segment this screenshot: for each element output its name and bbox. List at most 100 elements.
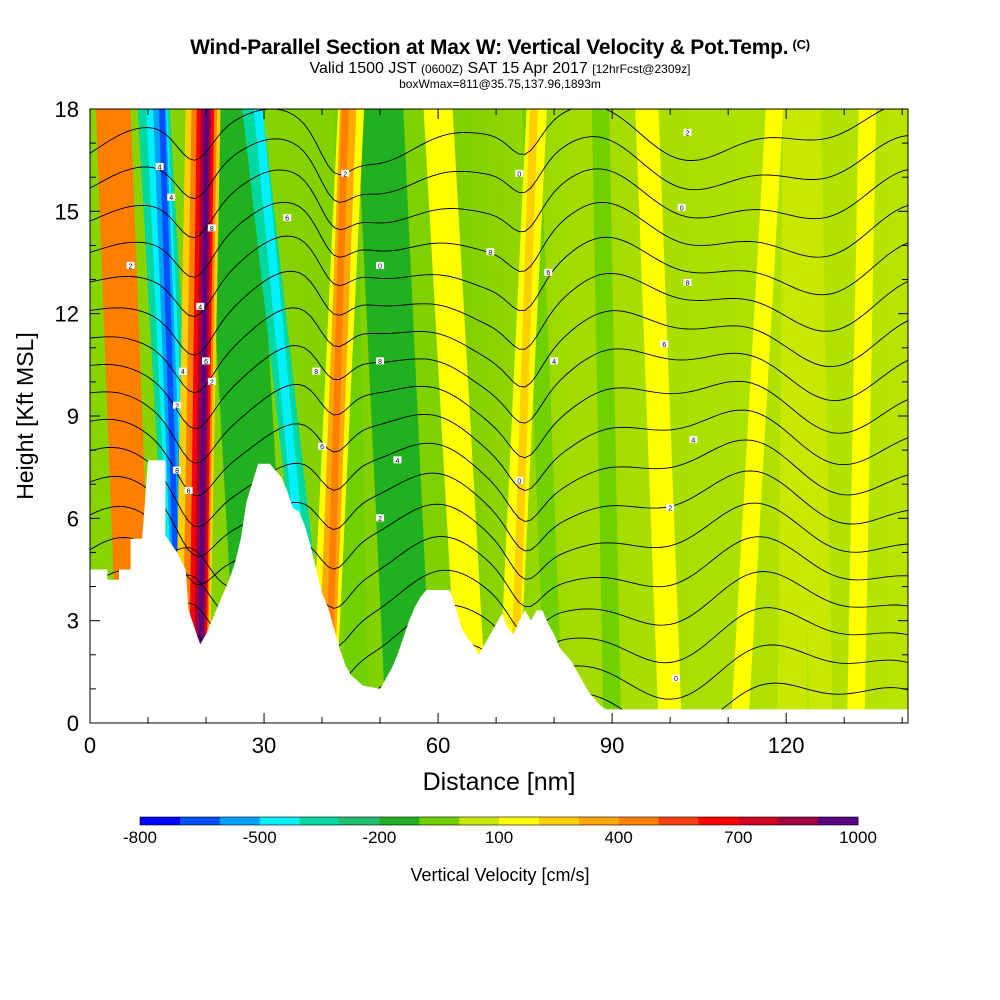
theta-label-bg — [660, 340, 669, 348]
theta-label: 0 — [517, 171, 521, 178]
theta-label-bg — [376, 357, 385, 365]
colorbar-swatch — [818, 817, 859, 825]
theta-label: 2 — [343, 171, 347, 178]
velocity-band-1 — [423, 109, 488, 723]
velocity-band-6 — [777, 109, 813, 723]
theta-label-bg — [671, 674, 680, 682]
theta-label: 4 — [181, 369, 185, 376]
valid-time: Valid 1500 JST — [309, 60, 417, 77]
colorbar-tick-label: 400 — [604, 828, 632, 847]
theta-label-bg — [376, 514, 385, 522]
theta-label: 4 — [396, 458, 400, 465]
theta-contour — [90, 307, 908, 394]
x-tick-label: 0 — [84, 733, 96, 758]
colorbar-swatch — [578, 817, 620, 825]
theta-contour — [90, 270, 908, 356]
theta-label-bg — [376, 261, 385, 269]
y-tick-label: 0 — [67, 711, 79, 736]
theta-label-bg — [515, 476, 524, 484]
theta-contour — [90, 201, 908, 278]
theta-label-bg — [173, 401, 182, 409]
theta-label-bg — [341, 169, 350, 177]
colorbar-tick-label: -500 — [243, 828, 277, 847]
colorbar-swatch — [738, 817, 779, 825]
theta-label-bg — [550, 357, 559, 365]
colorbar-swatch — [778, 817, 819, 825]
theta-label: 2 — [668, 506, 672, 513]
theta-label-bg — [544, 268, 553, 276]
theta-label: 8 — [314, 369, 318, 376]
colorbar-swatch — [538, 817, 580, 825]
terrain-profile — [90, 460, 908, 723]
theta-contour — [90, 168, 908, 239]
box-wmax-info: boxWmax=811@35.75,137.96,1893m — [399, 77, 601, 91]
colorbar-swatch — [140, 817, 181, 825]
theta-contour — [90, 235, 908, 318]
theta-label: 6 — [204, 359, 208, 366]
theta-contour — [90, 135, 908, 203]
theta-label-bg — [167, 193, 176, 201]
y-tick-label: 15 — [55, 199, 79, 224]
theta-contour — [90, 470, 908, 557]
theta-label-bg — [184, 487, 193, 495]
theta-label: 2 — [378, 516, 382, 523]
theta-contour — [90, 502, 908, 586]
updraft3-core — [509, 109, 538, 723]
theta-label-bg — [202, 357, 211, 365]
colorbar-swatch — [219, 817, 261, 825]
colorbar-swatch — [618, 817, 660, 825]
colorbar-swatch — [299, 817, 340, 825]
theta-label: 6 — [320, 444, 324, 451]
theta-label: 0 — [680, 205, 684, 212]
updraft2-core — [324, 109, 349, 723]
theta-label-bg — [207, 377, 216, 385]
theta-contour — [90, 439, 908, 528]
chart-title: Wind-Parallel Section at Max W: Vertical… — [0, 36, 1000, 60]
valid-time-line: Valid 1500 JST (0600Z) SAT 15 Apr 2017 [… — [0, 60, 1000, 78]
theta-label-bg — [312, 367, 321, 375]
theta-label-bg — [683, 278, 692, 286]
y-tick-label: 18 — [55, 97, 79, 122]
theta-label-bg — [666, 504, 675, 512]
theta-label: 0 — [517, 478, 521, 485]
theta-label-bg — [689, 435, 698, 443]
theta-contour — [90, 109, 886, 176]
y-tick-label: 9 — [67, 404, 79, 429]
theta-label-bg — [486, 248, 495, 256]
theta-label: 6 — [662, 342, 666, 349]
theta-label-bg — [173, 466, 182, 474]
colorbar-label: Vertical Velocity [cm/s] — [410, 865, 589, 885]
theta-label-bg — [207, 224, 216, 232]
colorbar-tick-label: -800 — [123, 828, 157, 847]
theta-label: 4 — [691, 437, 695, 444]
velocity-band-3 — [731, 109, 784, 723]
x-tick-label: 30 — [252, 733, 276, 758]
theta-label-bg — [126, 261, 135, 269]
x-tick-label: 90 — [600, 733, 624, 758]
colorbar-swatch — [459, 817, 500, 825]
velocity-band-5 — [847, 109, 877, 723]
theta-label-bg — [318, 442, 327, 450]
theta-label: 0 — [378, 263, 382, 270]
colorbar-tick-label: -200 — [362, 828, 396, 847]
updraft-peak — [197, 109, 209, 723]
valid-date: SAT 15 Apr 2017 — [467, 60, 588, 77]
colorbar-swatch — [499, 817, 540, 825]
velocity-band-green-3 — [591, 109, 621, 723]
colorbar-swatch — [658, 817, 699, 825]
theta-label-bg — [155, 162, 164, 170]
theta-contour — [90, 409, 908, 497]
theta-label: 0 — [674, 676, 678, 683]
theta-label: 8 — [175, 468, 179, 475]
theta-label: 4 — [158, 164, 162, 171]
theta-contour — [90, 380, 908, 464]
colorbar-swatch — [379, 817, 420, 825]
theta-label: 6 — [187, 489, 191, 496]
forecast-info: [12hrFcst@2309z] — [592, 62, 691, 76]
theta-contour — [90, 536, 908, 609]
theta-label: 2 — [210, 379, 214, 386]
theta-label-bg — [196, 302, 205, 310]
x-tick-label: 120 — [768, 733, 805, 758]
chart-title-text: Wind-Parallel Section at Max W: Vertical… — [190, 36, 789, 59]
theta-label-bg — [677, 203, 686, 211]
